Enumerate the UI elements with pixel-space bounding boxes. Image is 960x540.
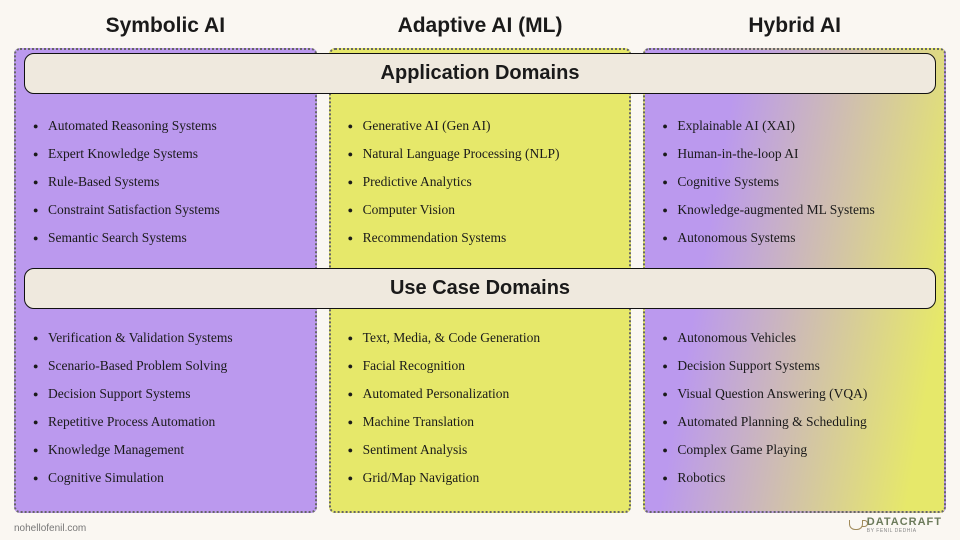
list-item: Cognitive Systems — [677, 173, 934, 192]
list-item: Decision Support Systems — [48, 385, 305, 404]
list-item: Automated Personalization — [363, 385, 620, 404]
list-item: Verification & Validation Systems — [48, 329, 305, 348]
list-item: Robotics — [677, 469, 934, 488]
list-item: Computer Vision — [363, 201, 620, 220]
list-item: Expert Knowledge Systems — [48, 145, 305, 164]
list-item: Knowledge Management — [48, 441, 305, 460]
list-item: Semantic Search Systems — [48, 229, 305, 248]
brand-logo: DATACRAFT BY FENIL DEDHIA — [849, 516, 942, 534]
logo-text: DATACRAFT BY FENIL DEDHIA — [867, 516, 942, 534]
columns-container: Symbolic AI Automated Reasoning Systems … — [0, 0, 960, 513]
column-title: Hybrid AI — [643, 0, 946, 48]
list-item: Human-in-the-loop AI — [677, 145, 934, 164]
list-item: Constraint Satisfaction Systems — [48, 201, 305, 220]
list-item: Rule-Based Systems — [48, 173, 305, 192]
section-header-application: Application Domains — [24, 53, 936, 94]
list-item: Generative AI (Gen AI) — [363, 117, 620, 136]
list-item: Autonomous Systems — [677, 229, 934, 248]
footer-link: nohellofenil.com — [14, 523, 86, 534]
logo-sub: BY FENIL DEDHIA — [867, 528, 942, 534]
list-item: Scenario-Based Problem Solving — [48, 357, 305, 376]
list-item: Sentiment Analysis — [363, 441, 620, 460]
list-item: Visual Question Answering (VQA) — [677, 385, 934, 404]
list-item: Natural Language Processing (NLP) — [363, 145, 620, 164]
column-title: Symbolic AI — [14, 0, 317, 48]
list-item: Repetitive Process Automation — [48, 413, 305, 432]
list-item: Automated Planning & Scheduling — [677, 413, 934, 432]
list-item: Knowledge-augmented ML Systems — [677, 201, 934, 220]
list-item: Cognitive Simulation — [48, 469, 305, 488]
cup-icon — [849, 520, 863, 530]
list-item: Autonomous Vehicles — [677, 329, 934, 348]
column-title: Adaptive AI (ML) — [329, 0, 632, 48]
list-item: Grid/Map Navigation — [363, 469, 620, 488]
list-item: Machine Translation — [363, 413, 620, 432]
list-item: Automated Reasoning Systems — [48, 117, 305, 136]
logo-main: DATACRAFT — [867, 516, 942, 528]
list-item: Text, Media, & Code Generation — [363, 329, 620, 348]
list-item: Complex Game Playing — [677, 441, 934, 460]
list-item: Predictive Analytics — [363, 173, 620, 192]
section-header-usecase: Use Case Domains — [24, 268, 936, 309]
list-item: Explainable AI (XAI) — [677, 117, 934, 136]
list-item: Recommendation Systems — [363, 229, 620, 248]
list-item: Facial Recognition — [363, 357, 620, 376]
list-item: Decision Support Systems — [677, 357, 934, 376]
